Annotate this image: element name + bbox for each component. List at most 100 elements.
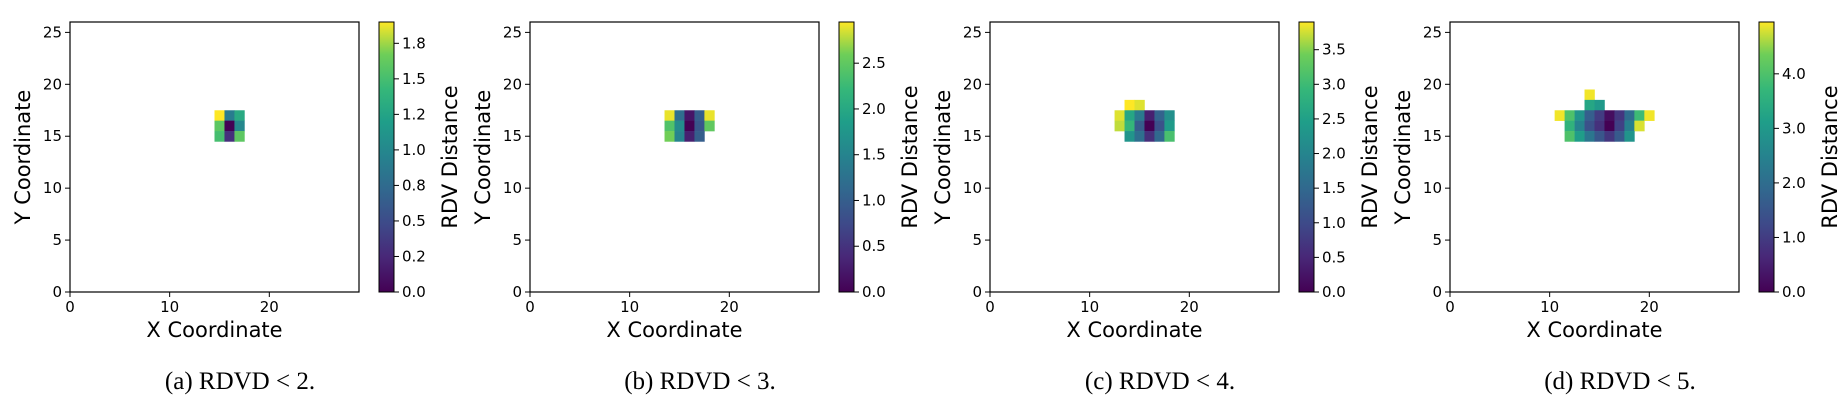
- colorbar-tick-label-2-3: 1.5: [1322, 179, 1346, 197]
- heatmap-cell-3-18: [1614, 120, 1625, 132]
- heatmap-cell-1-10: [664, 131, 675, 142]
- heatmap-cell-0-2: [234, 110, 245, 121]
- heatmap-cell-3-20: [1634, 120, 1645, 132]
- colorbar-tick-label-2-4: 2.0: [1322, 145, 1346, 163]
- x-axis-label-1: X Coordinate: [606, 318, 742, 342]
- colorbar-tick-label-1-5: 2.5: [862, 54, 886, 72]
- caption-a: (a) RDVD < 2.: [164, 368, 316, 395]
- y-tick-label-1-4: 20: [503, 75, 522, 93]
- y-tick-label-3-4: 20: [1423, 75, 1442, 93]
- x-tick-label-3-1: 10: [1540, 298, 1559, 316]
- x-axis-label-2: X Coordinate: [1066, 318, 1202, 342]
- heatmap-cell-2-18: [1164, 131, 1175, 142]
- heatmap-cell-2-3: [1124, 110, 1135, 121]
- y-tick-label-3-2: 10: [1423, 179, 1442, 197]
- y-tick-label-2-3: 15: [963, 127, 982, 145]
- heatmap-cell-2-6: [1154, 110, 1165, 121]
- x-tick-label-2-1: 10: [1080, 298, 1099, 316]
- heatmap-cell-1-4: [704, 110, 715, 121]
- colorbar-tick-label-0-3: 0.8: [402, 176, 426, 194]
- colorbar-tick-label-3-2: 2.0: [1782, 174, 1806, 192]
- colorbar-tick-label-3-1: 1.0: [1782, 228, 1806, 246]
- colorbar-tick-label-1-0: 0.0: [862, 283, 886, 301]
- heatmap-cell-2-1: [1134, 99, 1145, 111]
- heatmap-cell-3-3: [1554, 110, 1565, 121]
- heatmap-cell-0-0: [214, 110, 225, 121]
- heatmap-cell-0-8: [234, 131, 245, 142]
- x-tick-label-3-0: 0: [1445, 298, 1455, 316]
- heatmap-cell-3-15: [1584, 120, 1595, 132]
- x-axis-label-0: X Coordinate: [146, 318, 282, 342]
- colorbar-0: [378, 21, 395, 293]
- colorbar-2: [1298, 21, 1315, 293]
- heatmap-cell-3-13: [1564, 120, 1575, 132]
- x-tick-label-3-2: 20: [1640, 298, 1659, 316]
- y-tick-label-0-0: 0: [52, 283, 62, 301]
- heatmap-cell-3-16: [1594, 120, 1605, 132]
- colorbar-tick-label-2-5: 2.5: [1322, 110, 1346, 128]
- y-axis-label-1: Y Coordinate: [471, 90, 495, 226]
- y-axis-label-3: Y Coordinate: [1391, 90, 1415, 226]
- colorbar-tick-label-2-2: 1.0: [1322, 214, 1346, 232]
- y-tick-label-3-5: 25: [1423, 23, 1442, 41]
- heatmap-cell-0-3: [214, 120, 225, 132]
- heatmap-cell-2-17: [1154, 131, 1165, 142]
- heatmap-cell-3-6: [1584, 110, 1595, 121]
- colorbar-tick-label-3-4: 4.0: [1782, 65, 1806, 83]
- y-tick-label-0-2: 10: [43, 179, 62, 197]
- heatmap-cell-3-5: [1574, 110, 1585, 121]
- colorbar-tick-label-0-7: 1.8: [402, 34, 426, 52]
- heatmap-cell-2-13: [1164, 120, 1175, 132]
- y-axis-label-0: Y Coordinate: [11, 90, 35, 226]
- heatmap-cell-1-7: [684, 120, 695, 132]
- heatmap-cell-2-14: [1124, 131, 1135, 142]
- colorbar-tick-label-0-0: 0.0: [402, 283, 426, 301]
- x-axis-label-3: X Coordinate: [1526, 318, 1662, 342]
- colorbar-1: [838, 21, 855, 293]
- heatmap-cell-2-15: [1134, 131, 1145, 142]
- heatmap-cell-3-4: [1564, 110, 1575, 121]
- heatmap-cell-3-10: [1624, 110, 1635, 121]
- heatmap-cell-3-25: [1604, 131, 1615, 142]
- y-tick-label-0-5: 25: [43, 23, 62, 41]
- colorbar-tick-label-2-7: 3.5: [1322, 41, 1346, 59]
- heatmap-cell-3-24: [1594, 131, 1605, 142]
- heatmap-cell-3-26: [1614, 131, 1625, 142]
- colorbar-tick-label-0-5: 1.2: [402, 105, 426, 123]
- x-tick-label-2-0: 0: [985, 298, 995, 316]
- heatmap-cell-1-3: [694, 110, 705, 121]
- colorbar-label-2: RDV Distance: [1358, 85, 1382, 228]
- heatmap-cell-3-1: [1584, 99, 1595, 111]
- heatmap-cell-1-6: [674, 120, 685, 132]
- heatmap-cell-2-16: [1144, 131, 1155, 142]
- colorbar-tick-label-0-1: 0.2: [402, 247, 426, 265]
- colorbar-label-0: RDV Distance: [438, 85, 462, 228]
- x-tick-label-2-2: 20: [1180, 298, 1199, 316]
- colorbar-tick-label-3-3: 3.0: [1782, 119, 1806, 137]
- y-tick-label-2-5: 25: [963, 23, 982, 41]
- heatmap-cell-3-19: [1624, 120, 1635, 132]
- x-tick-label-1-0: 0: [525, 298, 535, 316]
- colorbar-tick-label-1-2: 1.0: [862, 191, 886, 209]
- heatmap-cell-2-12: [1154, 120, 1165, 132]
- heatmap-cell-0-4: [224, 120, 235, 132]
- colorbar-label-1: RDV Distance: [898, 85, 922, 228]
- heatmap-cell-3-0: [1584, 89, 1595, 101]
- heatmap-cell-0-5: [234, 120, 245, 132]
- heatmap-cell-3-7: [1594, 110, 1605, 121]
- heatmap-cell-2-11: [1144, 120, 1155, 132]
- y-tick-label-3-0: 0: [1432, 283, 1442, 301]
- y-tick-label-2-2: 10: [963, 179, 982, 197]
- y-tick-label-3-1: 5: [1432, 231, 1442, 249]
- colorbar-tick-label-2-1: 0.5: [1322, 248, 1346, 266]
- heatmap-cell-2-0: [1124, 99, 1135, 111]
- x-tick-label-0-1: 10: [160, 298, 179, 316]
- y-tick-label-1-0: 0: [512, 283, 522, 301]
- colorbar-tick-label-1-1: 0.5: [862, 237, 886, 255]
- heatmap-cell-2-4: [1134, 110, 1145, 121]
- heatmap-cell-3-14: [1574, 120, 1585, 132]
- colorbar-tick-label-2-6: 3.0: [1322, 75, 1346, 93]
- colorbar-tick-label-2-0: 0.0: [1322, 283, 1346, 301]
- colorbar-tick-label-0-6: 1.5: [402, 70, 426, 88]
- y-tick-label-0-3: 15: [43, 127, 62, 145]
